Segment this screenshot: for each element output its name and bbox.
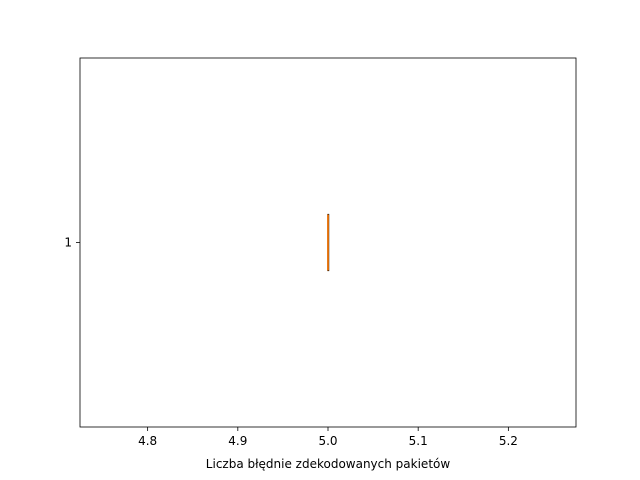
x-axis-label: Liczba błędnie zdekodowanych pakietów [206,457,451,471]
x-tick-label: 4.9 [228,434,247,448]
y-tick-label: 1 [64,236,72,250]
x-tick-label: 5.0 [318,434,337,448]
y-axis-ticks: 1 [64,236,80,250]
x-axis-ticks: 4.8 4.9 5.0 5.1 5.2 [138,427,518,448]
x-tick-label: 4.8 [138,434,157,448]
x-tick-label: 5.1 [409,434,428,448]
x-tick-label: 5.2 [499,434,518,448]
